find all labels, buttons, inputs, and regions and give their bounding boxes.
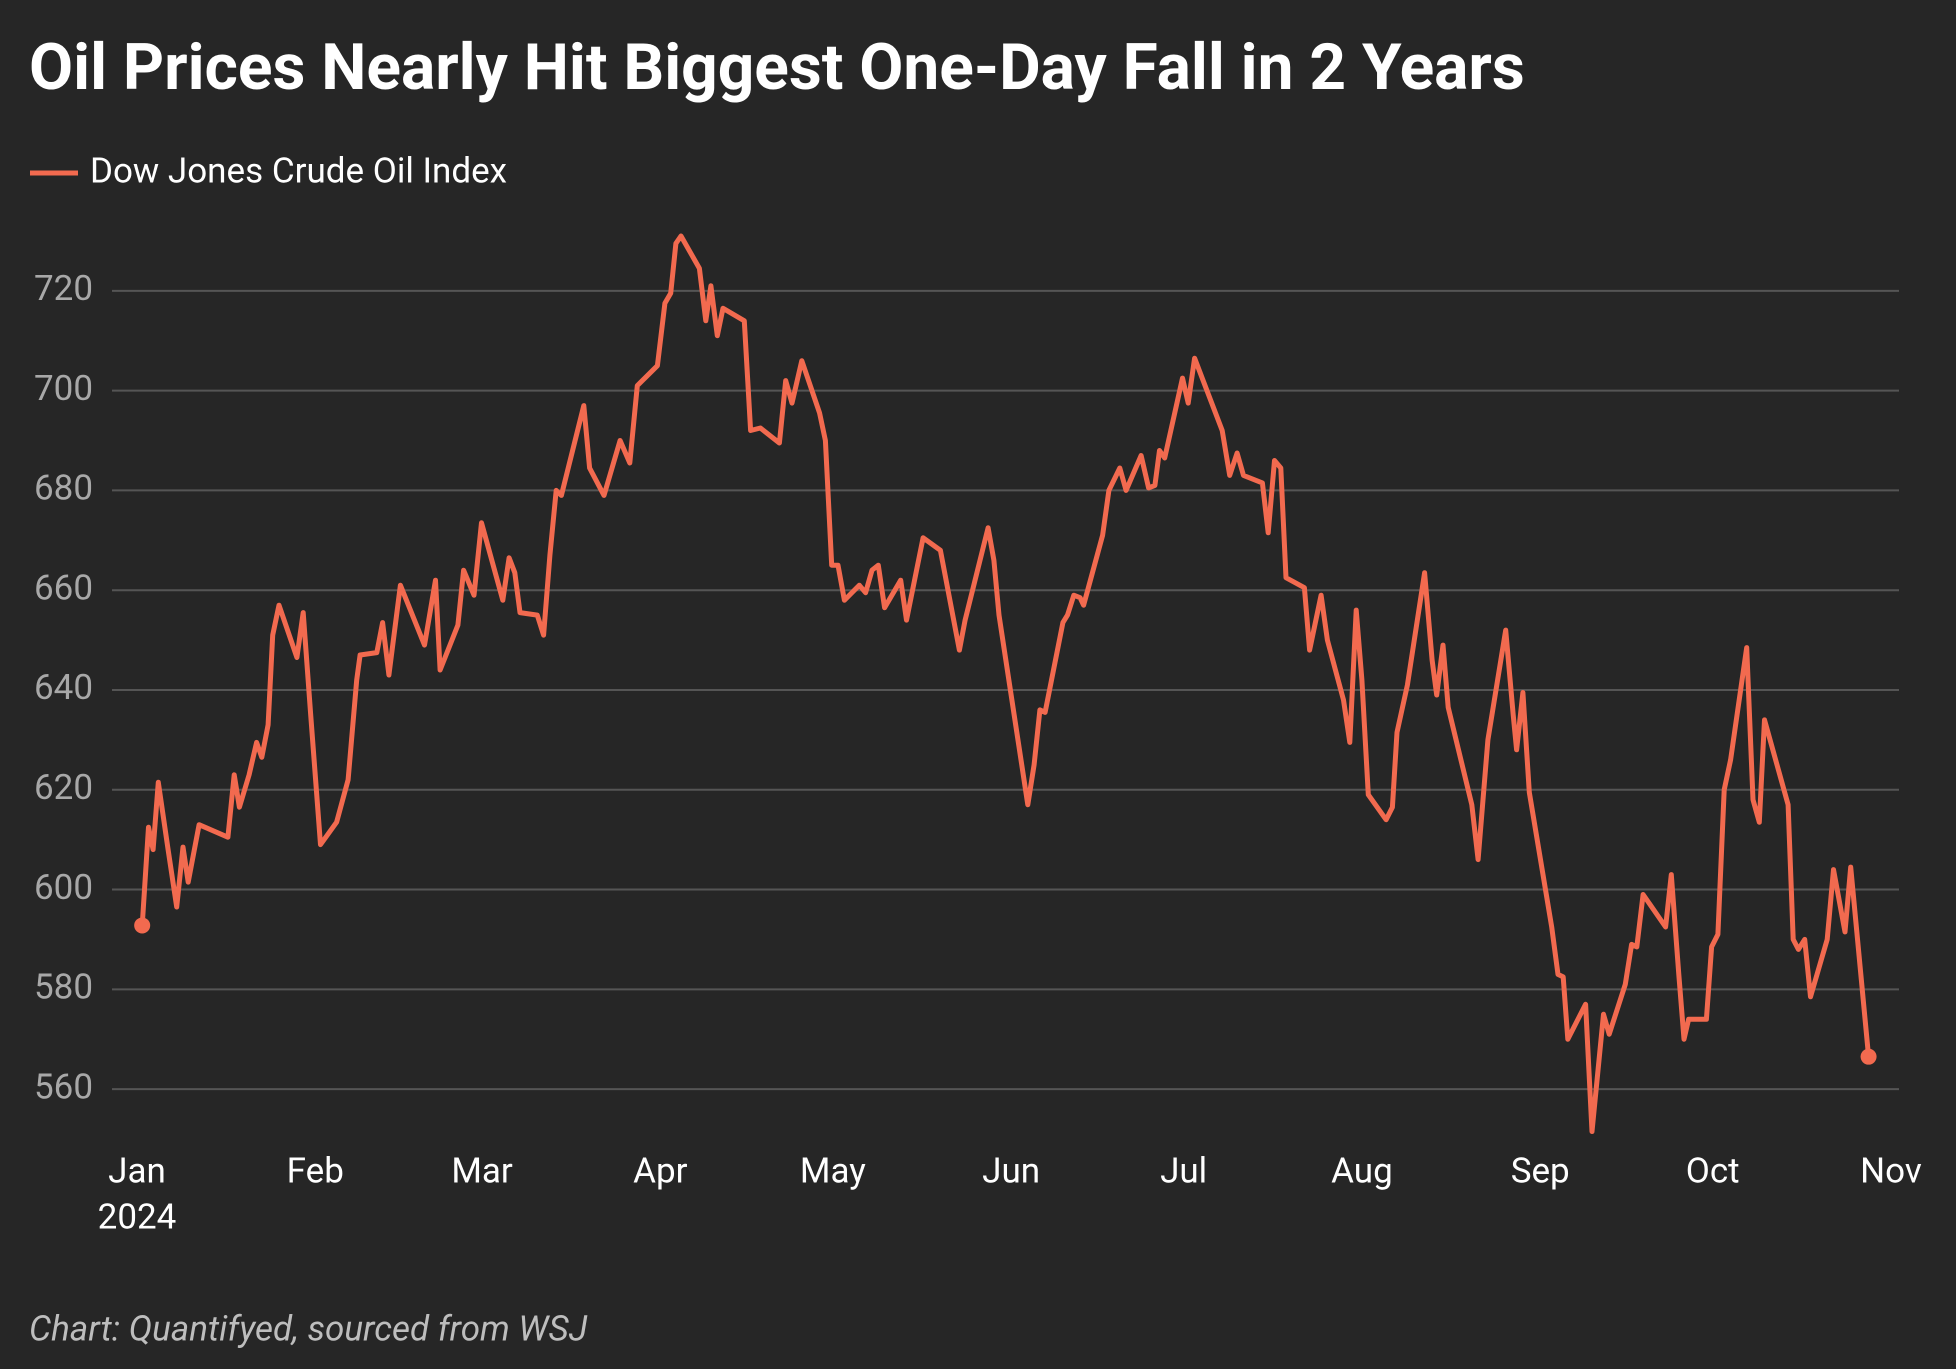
- x-tick-label: May: [800, 1150, 866, 1191]
- x-tick-label: Nov: [1860, 1150, 1922, 1191]
- y-tick-label: 620: [34, 767, 93, 808]
- y-tick-label: 600: [34, 867, 93, 908]
- x-year-label: 2024: [98, 1196, 177, 1237]
- x-tick-label: Oct: [1686, 1150, 1740, 1191]
- x-tick-label: Apr: [633, 1150, 687, 1191]
- source-note: Chart: Quantifyed, sourced from WSJ: [29, 1308, 588, 1349]
- chart-title: Oil Prices Nearly Hit Biggest One-Day Fa…: [29, 30, 1525, 105]
- end-point: [134, 917, 151, 934]
- data-line: [139, 233, 1872, 1134]
- y-tick-label: 660: [34, 567, 93, 608]
- x-tick-label: Jun: [982, 1150, 1040, 1191]
- x-tick-label: Jan: [108, 1150, 166, 1191]
- y-tick-label: 580: [34, 967, 93, 1008]
- x-tick-label: Feb: [287, 1150, 344, 1191]
- x-tick-label: Mar: [451, 1150, 513, 1191]
- y-tick-label: 700: [34, 368, 93, 409]
- legend-label: Dow Jones Crude Oil Index: [90, 150, 507, 191]
- x-tick-label: Jul: [1160, 1150, 1207, 1191]
- x-tick-label: Aug: [1331, 1150, 1393, 1191]
- y-tick-label: 560: [34, 1066, 93, 1107]
- x-tick-label: Sep: [1511, 1150, 1570, 1191]
- y-tick-label: 640: [34, 667, 93, 708]
- end-point: [1860, 1048, 1877, 1065]
- y-tick-label: 680: [34, 468, 93, 509]
- y-tick-label: 720: [34, 268, 93, 309]
